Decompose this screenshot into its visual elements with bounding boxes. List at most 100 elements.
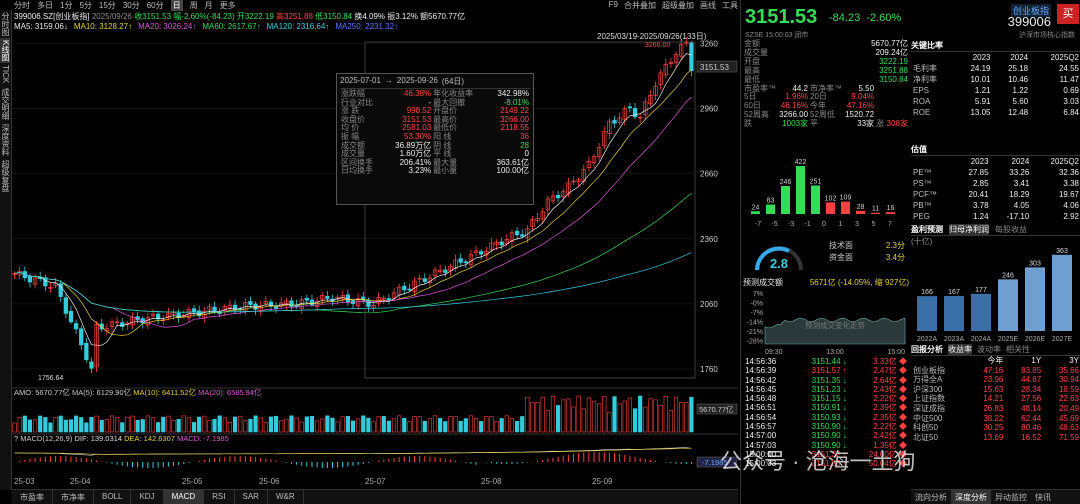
period-tab-1[interactable]: 多日: [37, 1, 53, 10]
sidebar-item-4[interactable]: 深度资料: [1, 123, 10, 156]
tick-price: 3151.32 ↑: [811, 449, 847, 459]
volume-bar: [550, 395, 556, 433]
candle-body: [679, 44, 684, 57]
period-tab-6[interactable]: 60分: [146, 1, 164, 10]
period-tab-3[interactable]: 5分: [79, 1, 92, 10]
valuation-row: PS™ 2.85 3.41 3.38: [911, 178, 1080, 189]
backtest-tab-1[interactable]: 波动率: [977, 345, 1001, 354]
keyfin-cell: 24.19: [970, 64, 991, 73]
last-price: 3151.53: [745, 6, 818, 28]
date-axis-label: 25-08: [481, 477, 502, 486]
candle-body: [632, 108, 638, 118]
popup-cell: 36.89万亿: [395, 140, 432, 150]
tick-time: 14:56:39: [745, 366, 777, 376]
indicator-tab-6[interactable]: SAR: [235, 490, 268, 504]
quote-label: 60日: [744, 101, 761, 111]
range-stats-popup[interactable]: 2025-07-01 → 2025-09-26 (64日) 涨跌幅 46.38% 年…: [336, 73, 534, 205]
period-tab-4[interactable]: 15分: [98, 1, 116, 10]
indicator-tab-3[interactable]: KDJ: [131, 490, 164, 504]
sidebar-item-5[interactable]: 超级复盘: [1, 159, 10, 192]
profit-tab-2[interactable]: 每股收益: [995, 225, 1027, 234]
popup-cell: 成交量: [341, 149, 365, 159]
indicator-tab-5[interactable]: RSI: [204, 490, 235, 504]
indicator-tab-7[interactable]: W&R: [268, 490, 304, 504]
candle-body: [561, 191, 566, 198]
sidebar-item-3[interactable]: 成交明细: [1, 87, 10, 120]
indicator-tab-4[interactable]: MACD: [163, 490, 205, 504]
candle-body: [550, 195, 556, 202]
tick-time: 14:57:03: [745, 440, 777, 450]
period-tab-7[interactable]: 日: [170, 0, 183, 11]
backtest-cell: 26.83: [983, 403, 1004, 413]
toolbar-tool-3[interactable]: 画线: [700, 1, 716, 10]
candle-body: [48, 286, 53, 289]
candle-body: [191, 308, 197, 313]
sidebar-item-2[interactable]: TICK: [1, 65, 10, 84]
candle-body: [540, 211, 545, 220]
indicator-tab-0[interactable]: 市盈率: [12, 490, 53, 504]
volume-bar: [345, 416, 350, 433]
keyfin-cell: 1.22: [1012, 86, 1029, 95]
quote-value: 44.2: [792, 83, 809, 93]
right-panel: 3151.53 -84.23 -2.60% 创业板指 399006 买 SZSE…: [740, 0, 1080, 504]
popup-cell: 开盘价: [433, 106, 458, 116]
right-tab-1[interactable]: 深度分析: [951, 490, 991, 504]
volume-bar: [412, 416, 417, 433]
indicator-tab-1[interactable]: 市净率: [53, 490, 94, 504]
volume-bar: [94, 415, 99, 433]
candle-body: [366, 299, 371, 307]
popup-end-date[interactable]: 2025-09-26: [396, 76, 438, 85]
profit-tab-1[interactable]: 归母净利润: [949, 224, 989, 235]
kline-chart[interactable]: 2025/03/19-2025/09/26(133日)3266.001756.6…: [12, 32, 738, 502]
volume-bar: [32, 419, 38, 433]
backtest-tab-2[interactable]: 相关性: [1006, 345, 1030, 354]
valuation-cell: 18.29: [1009, 190, 1030, 199]
candle-body: [663, 64, 668, 76]
backtest-cell: 62.44: [1021, 413, 1042, 423]
right-bottom-tabs: 流向分析 深度分析 异动监控 快讯: [911, 489, 1080, 504]
backtest-tab-0[interactable]: 收益率: [948, 344, 972, 355]
popup-cell: 涨 跌: [341, 106, 360, 116]
popup-start-date[interactable]: 2025-07-01: [340, 76, 381, 85]
right-tab-0[interactable]: 流向分析: [915, 493, 947, 502]
period-tab-10[interactable]: 更多: [219, 1, 236, 10]
keyfin-cell: 11.47: [1059, 75, 1079, 84]
buy-button[interactable]: 买: [1057, 4, 1079, 24]
right-tab-3[interactable]: 快讯: [1035, 493, 1051, 502]
toolbar-tool-1[interactable]: 合并叠加: [624, 1, 656, 10]
volume-bar: [371, 421, 376, 433]
valuation-cell: 27.85: [968, 168, 989, 177]
volume-bar: [648, 398, 653, 433]
volume-bar: [617, 403, 622, 433]
index-name: 创业板指: [1010, 4, 1051, 17]
toolbar-tool-2[interactable]: 超级叠加: [662, 1, 694, 10]
volume-bar: [68, 419, 74, 433]
indicator-tab-2[interactable]: BOLL: [94, 490, 132, 504]
date-axis-label: 25-07: [365, 477, 386, 486]
sidebar-item-1[interactable]: K线图: [0, 38, 10, 64]
period-tab-0[interactable]: 分时: [14, 1, 30, 10]
popup-row: 振 幅 53.30% 阳 线 36: [340, 132, 530, 142]
candle-body: [499, 241, 504, 246]
quote-label: 市盈率™: [744, 83, 776, 93]
toolbar-tool-0[interactable]: F9: [608, 0, 618, 9]
candle-body: [668, 62, 674, 65]
candle-body: [79, 328, 84, 346]
keyfin-cell: 毛利率: [913, 64, 937, 73]
sidebar-item-0[interactable]: 分时图: [1, 12, 10, 36]
candle-body: [273, 306, 279, 309]
period-tab-9[interactable]: 月: [204, 1, 213, 10]
candle-body: [417, 277, 422, 280]
period-tab-2[interactable]: 1分: [60, 1, 73, 10]
candle-body: [43, 277, 48, 287]
period-tab-5[interactable]: 30分: [122, 1, 140, 10]
candle-body: [622, 108, 627, 121]
right-tab-2[interactable]: 异动监控: [995, 493, 1027, 502]
period-tab-8[interactable]: 周: [189, 1, 198, 10]
dist-bar: [781, 186, 790, 214]
ma-line-20: [14, 96, 692, 328]
tick-amount: 2.22亿 ◆: [873, 422, 907, 432]
keyfin-cell: EPS: [913, 86, 930, 95]
toolbar-tool-4[interactable]: 工具: [722, 1, 738, 10]
price-change: -84.23 -2.60%: [829, 12, 902, 24]
